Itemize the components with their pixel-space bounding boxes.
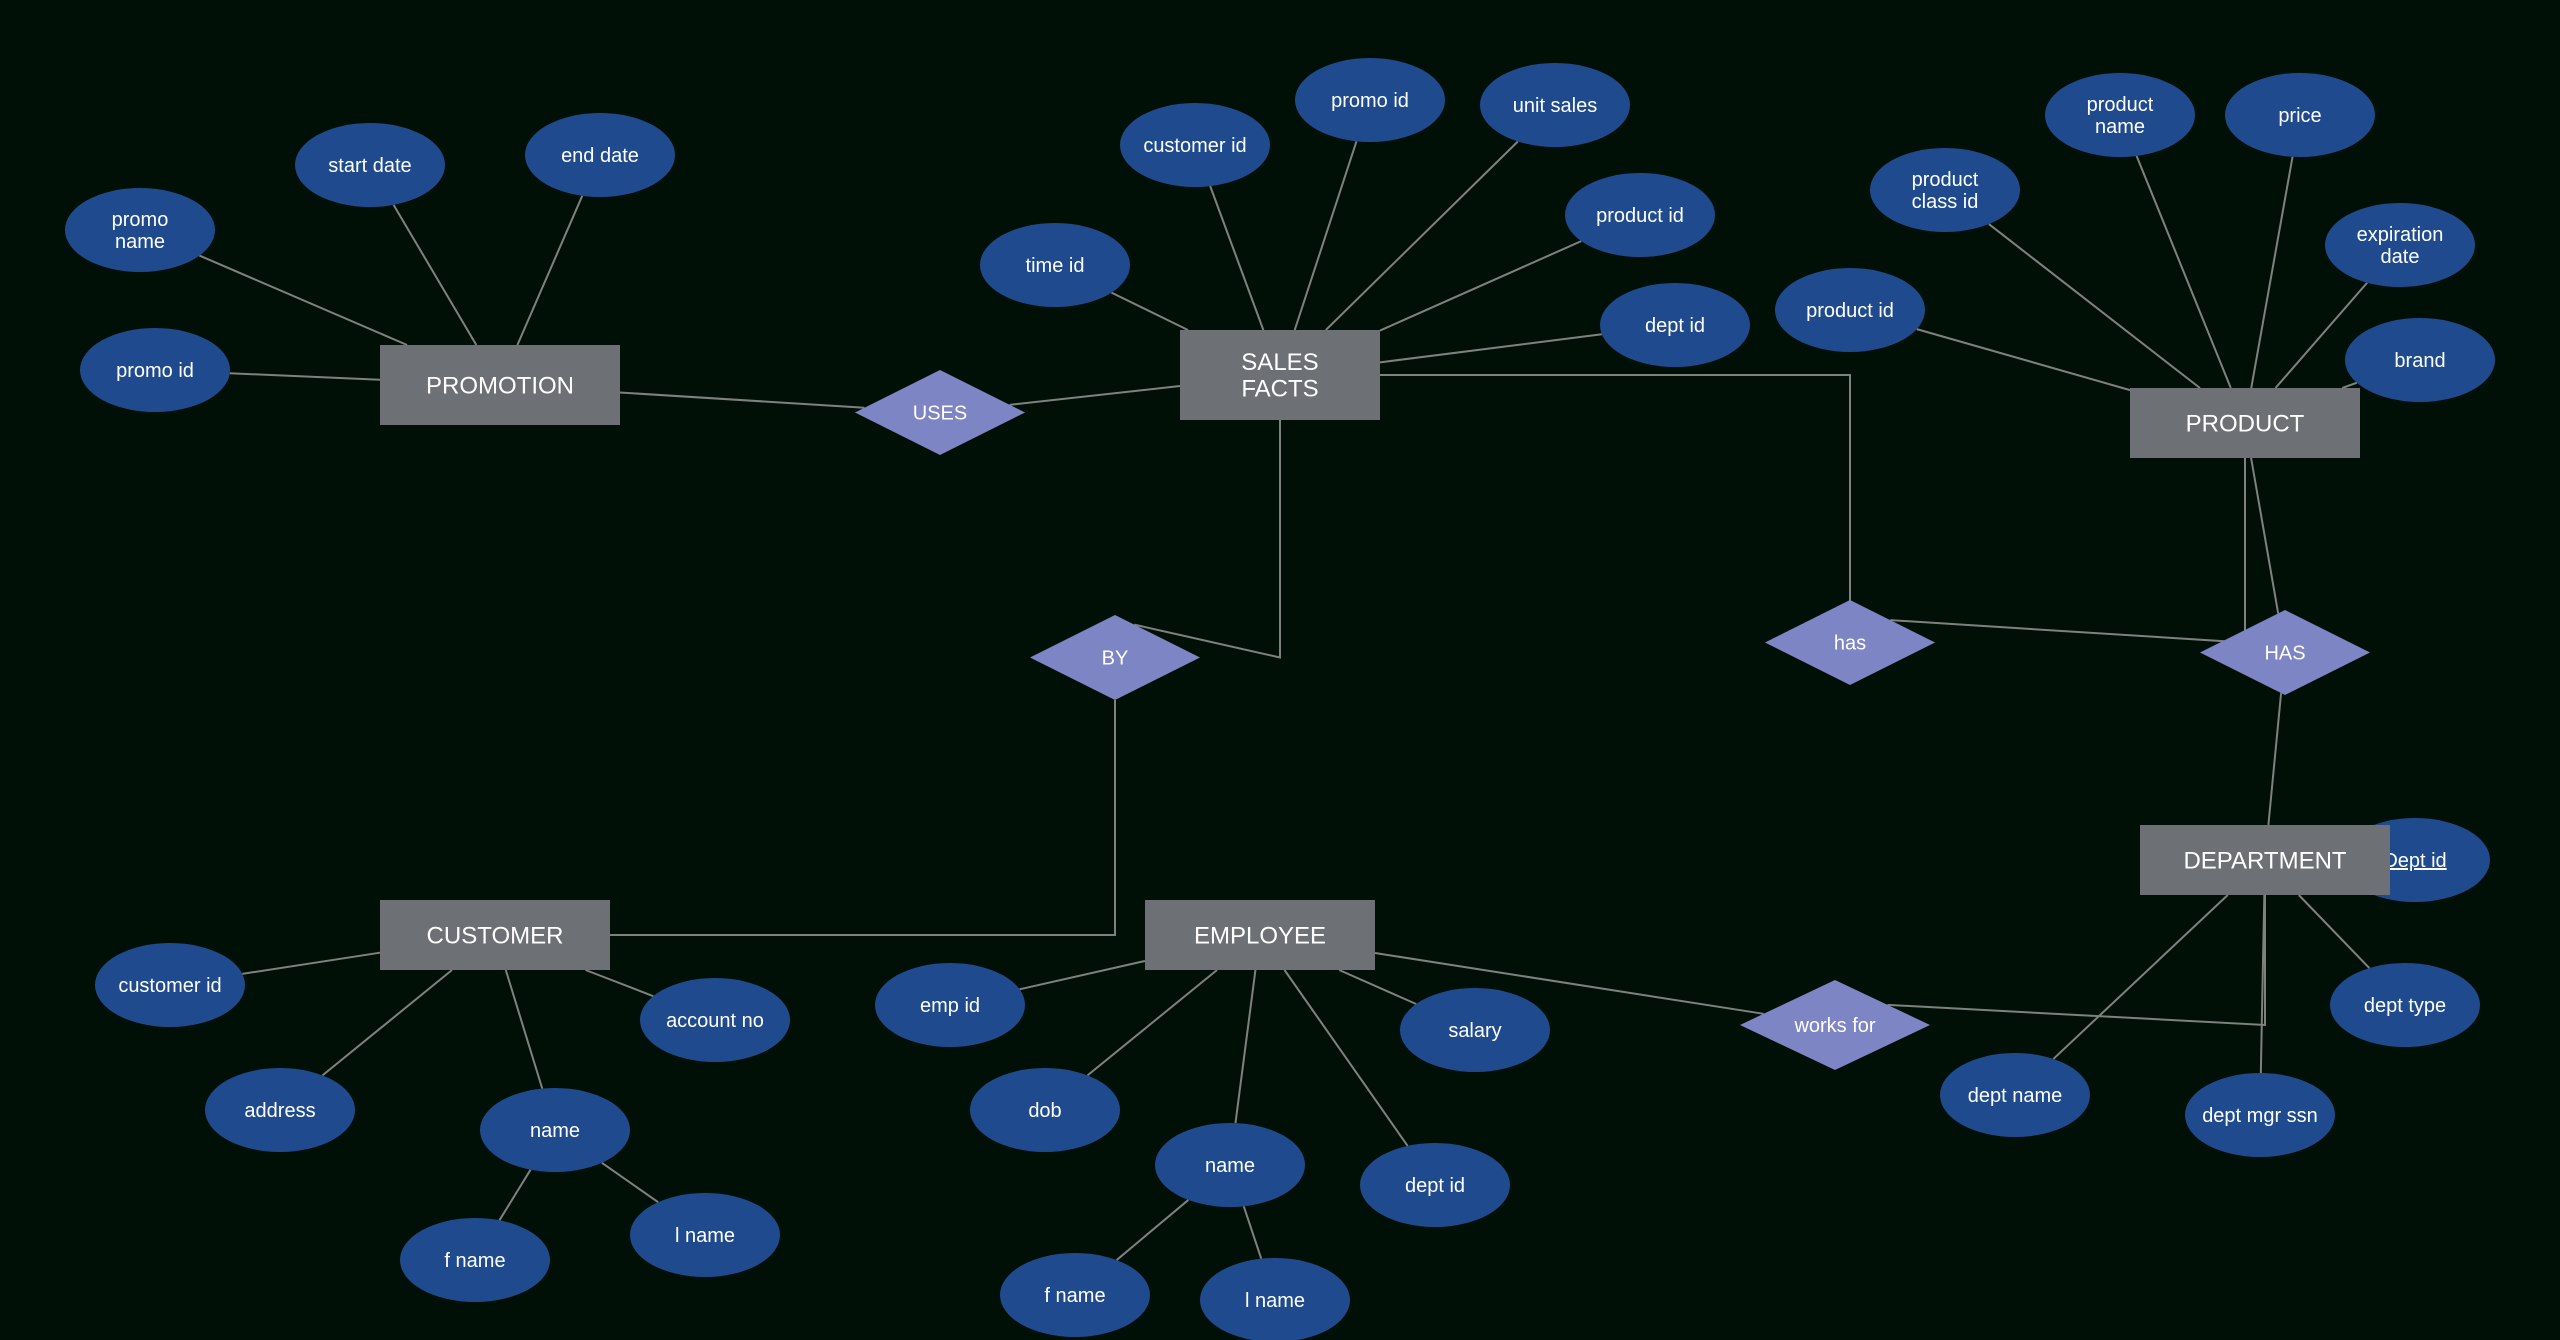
- svg-text:f name: f name: [1044, 1285, 1105, 1307]
- svg-text:address: address: [244, 1100, 315, 1122]
- svg-text:has: has: [1834, 633, 1866, 655]
- svg-text:l name: l name: [675, 1225, 735, 1247]
- svg-text:emp id: emp id: [920, 995, 980, 1017]
- svg-text:product id: product id: [1806, 300, 1894, 322]
- svg-text:l name: l name: [1245, 1290, 1305, 1312]
- svg-text:f name: f name: [444, 1250, 505, 1272]
- svg-text:promo: promo: [112, 209, 169, 231]
- svg-text:time id: time id: [1026, 255, 1085, 277]
- svg-text:price: price: [2278, 105, 2321, 127]
- svg-text:customer id: customer id: [118, 975, 221, 997]
- svg-text:product: product: [1912, 169, 1979, 191]
- svg-text:product: product: [2087, 94, 2154, 116]
- svg-text:CUSTOMER: CUSTOMER: [427, 922, 564, 949]
- svg-text:class id: class id: [1912, 191, 1979, 213]
- svg-text:BY: BY: [1102, 648, 1129, 670]
- svg-text:product id: product id: [1596, 205, 1684, 227]
- svg-text:FACTS: FACTS: [1241, 376, 1318, 403]
- svg-text:name: name: [2095, 116, 2145, 138]
- svg-text:dept name: dept name: [1968, 1085, 2063, 1107]
- svg-text:works for: works for: [1793, 1015, 1875, 1037]
- svg-text:DEPARTMENT: DEPARTMENT: [2183, 847, 2346, 874]
- svg-text:name: name: [530, 1120, 580, 1142]
- er-diagram: promo idpromonamestart dateend datetime …: [0, 0, 2560, 1340]
- svg-text:EMPLOYEE: EMPLOYEE: [1194, 922, 1326, 949]
- svg-text:dept type: dept type: [2364, 995, 2446, 1017]
- svg-text:Dept id: Dept id: [2383, 850, 2446, 872]
- svg-text:dept id: dept id: [1645, 315, 1705, 337]
- svg-text:customer id: customer id: [1143, 135, 1246, 157]
- svg-text:name: name: [115, 231, 165, 253]
- svg-text:name: name: [1205, 1155, 1255, 1177]
- svg-text:expiration: expiration: [2357, 224, 2444, 246]
- svg-text:salary: salary: [1448, 1020, 1501, 1042]
- svg-text:HAS: HAS: [2264, 643, 2305, 665]
- svg-text:start date: start date: [328, 155, 411, 177]
- svg-text:unit sales: unit sales: [1513, 95, 1598, 117]
- svg-text:dept mgr ssn: dept mgr ssn: [2202, 1105, 2318, 1127]
- svg-text:promo id: promo id: [1331, 90, 1409, 112]
- svg-text:end date: end date: [561, 145, 639, 167]
- svg-text:SALES: SALES: [1241, 349, 1318, 376]
- svg-text:USES: USES: [913, 403, 967, 425]
- svg-text:account no: account no: [666, 1010, 764, 1032]
- svg-text:PRODUCT: PRODUCT: [2186, 410, 2305, 437]
- svg-text:PROMOTION: PROMOTION: [426, 372, 574, 399]
- svg-text:promo id: promo id: [116, 360, 194, 382]
- svg-text:dob: dob: [1028, 1100, 1061, 1122]
- svg-text:date: date: [2381, 246, 2420, 268]
- svg-text:brand: brand: [2394, 350, 2445, 372]
- svg-text:dept id: dept id: [1405, 1175, 1465, 1197]
